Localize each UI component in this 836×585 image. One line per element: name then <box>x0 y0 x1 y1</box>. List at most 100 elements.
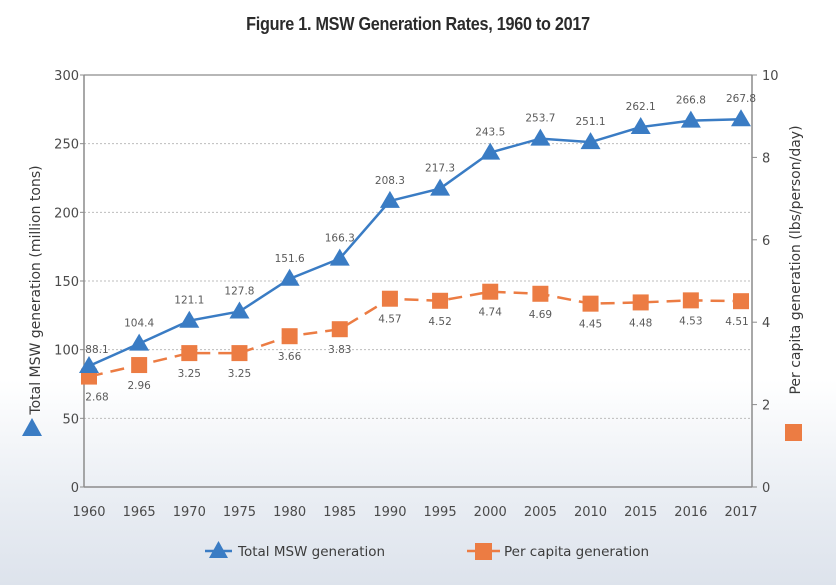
total-msw-marker <box>229 301 250 319</box>
y-left-tick-label: 100 <box>54 344 79 359</box>
x-tick-label: 1980 <box>273 505 306 520</box>
total-msw-marker <box>329 248 350 266</box>
x-tick-label: 2015 <box>624 505 657 520</box>
y-right-tick-label: 6 <box>762 234 770 249</box>
per-capita-data-label: 4.51 <box>725 316 748 328</box>
y-left-tick-label: 300 <box>54 69 79 84</box>
per-capita-marker <box>682 292 699 309</box>
total-msw-marker <box>580 132 601 150</box>
total-msw-data-label: 151.6 <box>275 253 305 265</box>
y-left-axis-title: Total MSW generation (million tons) <box>28 165 44 415</box>
legend-label-per-capita: Per capita generation <box>504 544 649 560</box>
total-msw-data-label: 208.3 <box>375 175 405 187</box>
per-capita-marker <box>231 345 248 362</box>
y-right-tick-label: 8 <box>762 151 770 166</box>
data-labels: 88.1 104.4 121.1 127.8 151.6 166.3 208.3 217.3 2… <box>85 93 756 403</box>
per-capita-data-label: 4.52 <box>428 316 451 328</box>
y-right-tick-label: 0 <box>762 481 770 496</box>
x-tick-label: 2000 <box>474 505 507 520</box>
y-left-tick-label: 0 <box>71 481 79 496</box>
per-capita-marker <box>181 345 198 362</box>
per-capita-marker <box>632 294 649 311</box>
total-msw-data-label: 166.3 <box>325 233 355 245</box>
per-capita-marker <box>381 290 398 307</box>
per-capita-marker <box>432 292 449 309</box>
y-left-tick-label: 150 <box>54 275 79 290</box>
per-capita-data-label: 4.57 <box>378 314 401 326</box>
per-capita-data-label: 4.74 <box>479 307 503 319</box>
legend-label-total-msw: Total MSW generation <box>237 544 385 560</box>
x-tick-label: 2016 <box>674 505 707 520</box>
total-msw-data-label: 127.8 <box>224 285 254 297</box>
total-msw-data-label: 104.4 <box>124 318 154 330</box>
per-capita-data-label: 4.69 <box>529 309 552 321</box>
per-capita-data-label: 3.83 <box>328 344 351 356</box>
total-msw-marker <box>379 190 400 208</box>
per-capita-marker <box>131 357 148 374</box>
tick-labels: 0 50 100 150 200 250 300 0 2 4 6 8 10 1960 1965 1970 197… <box>54 69 778 520</box>
total-msw-data-label: 243.5 <box>475 127 505 139</box>
total-msw-marker <box>680 110 701 128</box>
y-right-axis-title: Per capita generation (lbs/person/day) <box>788 125 804 394</box>
y-left-axis-title-triangle-icon <box>22 418 42 436</box>
total-msw-line <box>88 117 742 368</box>
legend-square-icon <box>475 543 492 560</box>
total-msw-data-label: 267.8 <box>726 93 756 105</box>
gridlines <box>84 143 752 419</box>
per-capita-marker <box>582 295 599 312</box>
total-msw-marker <box>530 128 551 146</box>
x-tick-label: 1985 <box>323 505 356 520</box>
per-capita-marker <box>281 328 298 345</box>
y-left-tick-label: 250 <box>54 138 79 153</box>
per-capita-marker <box>482 283 499 300</box>
series-lines <box>88 117 742 378</box>
y-right-tick-label: 4 <box>762 316 770 331</box>
y-left-tick-label: 50 <box>62 412 79 427</box>
per-capita-data-label: 3.25 <box>178 368 201 380</box>
per-capita-data-label: 4.45 <box>579 319 602 331</box>
per-capita-data-label: 3.66 <box>278 351 302 363</box>
total-msw-marker <box>279 268 300 286</box>
total-msw-data-label: 121.1 <box>174 295 204 307</box>
total-msw-data-label: 251.1 <box>576 116 606 128</box>
per-capita-data-label: 3.25 <box>228 368 251 380</box>
per-capita-data-label: 2.96 <box>127 380 151 392</box>
total-msw-marker <box>480 142 501 160</box>
total-msw-marker <box>430 178 451 196</box>
markers <box>79 109 751 385</box>
total-msw-data-label: 266.8 <box>676 95 706 107</box>
total-msw-data-label: 88.1 <box>85 344 108 356</box>
y-right-tick-label: 10 <box>762 69 779 84</box>
total-msw-data-label: 262.1 <box>626 101 656 113</box>
x-tick-label: 1960 <box>72 505 105 520</box>
per-capita-data-label: 4.53 <box>679 315 702 327</box>
total-msw-data-label: 217.3 <box>425 163 455 175</box>
total-msw-data-label: 253.7 <box>525 113 555 125</box>
legend-triangle-icon <box>209 541 228 558</box>
per-capita-data-label: 4.48 <box>629 317 652 329</box>
x-tick-label: 2005 <box>524 505 557 520</box>
x-tick-label: 2017 <box>724 505 757 520</box>
y-right-tick-label: 2 <box>762 399 770 414</box>
legend: Total MSW generation Per capita generatio… <box>205 541 649 560</box>
axes <box>80 74 757 488</box>
per-capita-marker <box>733 293 749 310</box>
x-tick-label: 1965 <box>123 505 156 520</box>
x-tick-label: 1975 <box>223 505 256 520</box>
total-msw-marker <box>129 333 150 351</box>
axis-titles: Total MSW generation (million tons) Per c… <box>22 125 804 441</box>
x-tick-label: 1995 <box>424 505 457 520</box>
per-capita-data-label: 2.68 <box>85 392 108 404</box>
total-msw-marker <box>179 310 200 328</box>
chart-title: Figure 1. MSW Generation Rates, 1960 to … <box>246 14 590 34</box>
per-capita-marker <box>331 321 348 338</box>
y-left-tick-label: 200 <box>54 206 79 221</box>
x-tick-label: 1970 <box>173 505 206 520</box>
total-msw-marker <box>630 117 651 135</box>
x-tick-label: 1990 <box>373 505 406 520</box>
per-capita-line <box>88 290 742 378</box>
total-msw-marker <box>79 356 99 374</box>
total-msw-marker <box>731 109 751 127</box>
per-capita-marker <box>532 285 549 302</box>
